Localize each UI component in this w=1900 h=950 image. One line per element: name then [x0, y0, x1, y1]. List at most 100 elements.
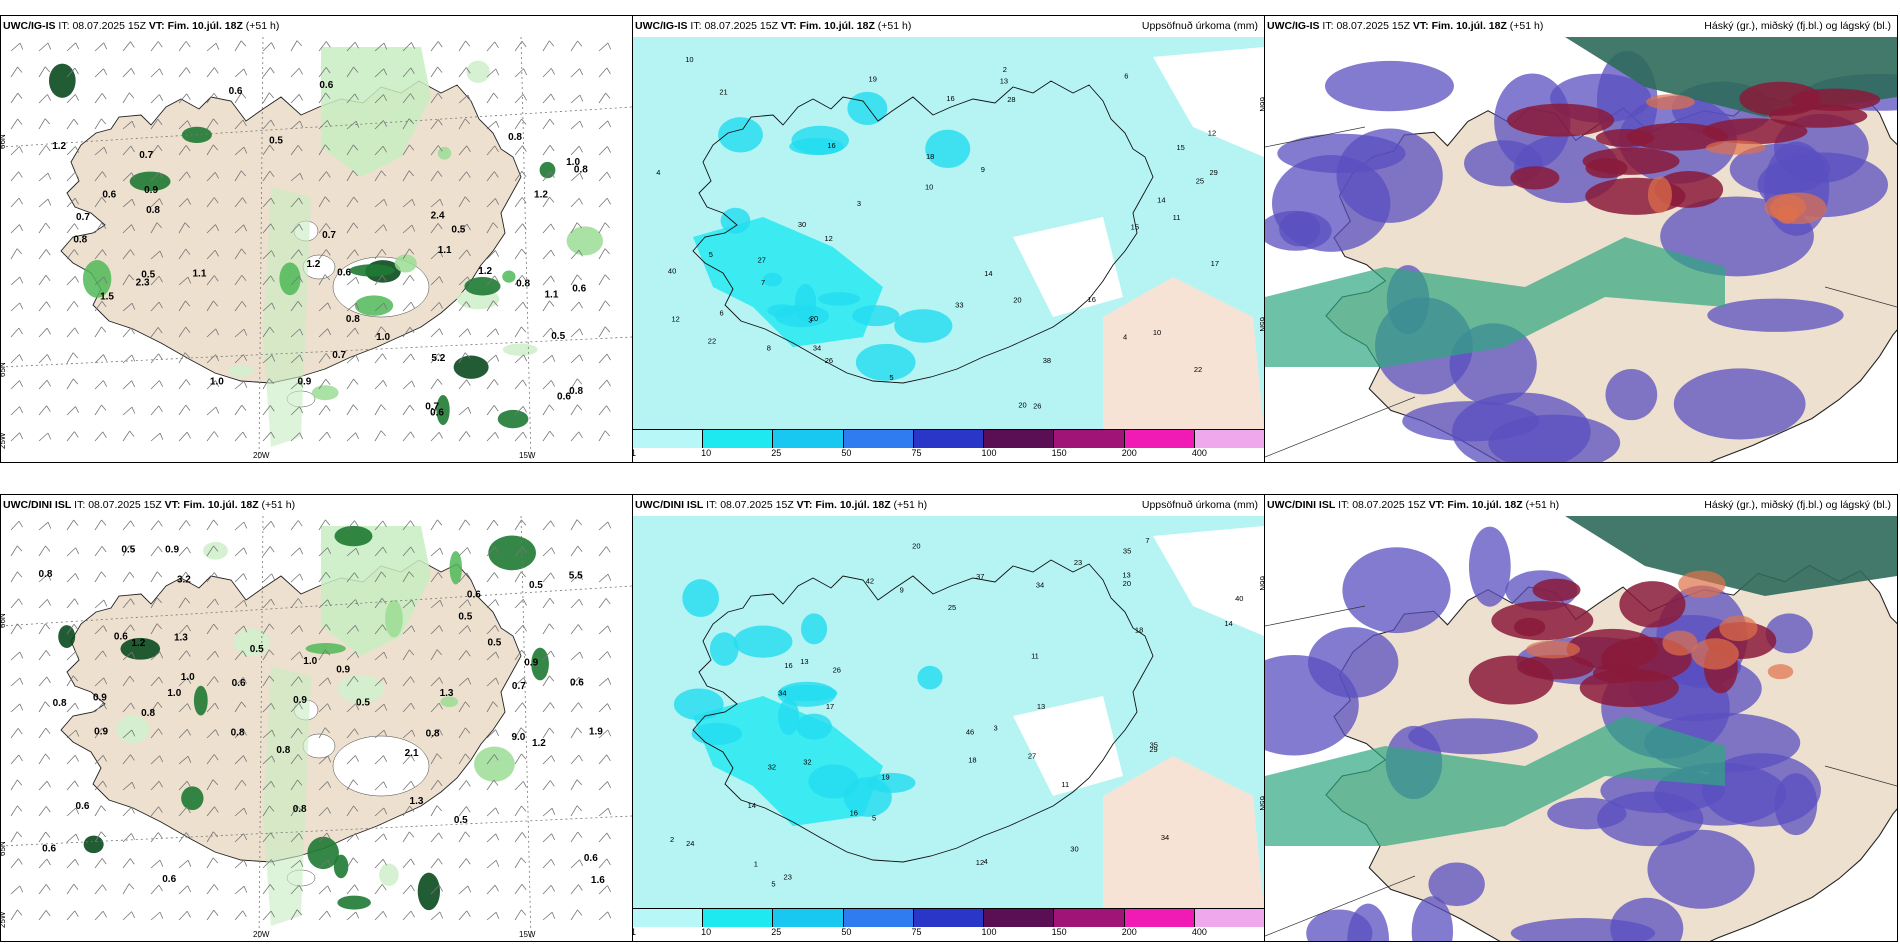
wind-barb-feather [381, 571, 387, 578]
wind-barb [290, 380, 301, 390]
wind-barb [542, 327, 552, 338]
wind-barb [262, 197, 272, 208]
iceland-coastline [692, 559, 1154, 863]
wind-barb [346, 779, 354, 791]
wind-barb [542, 118, 551, 130]
precip-value-label: 0.5 [451, 225, 465, 236]
wind-barb-feather [130, 41, 135, 48]
wind-barb [66, 146, 76, 156]
wind-barb-feather [324, 196, 331, 203]
wind-barb [234, 807, 245, 817]
wind-barb-feather [131, 729, 136, 737]
wind-barb-feather [243, 573, 248, 581]
wind-barb-feather [411, 380, 416, 388]
wind-barb [318, 223, 327, 234]
wind-barb [486, 779, 495, 791]
wind-barb [290, 432, 300, 442]
wind-barb-feather [74, 276, 79, 283]
precip-value-label: 0.8 [293, 804, 307, 815]
precip-value-label: 0.8 [426, 729, 440, 740]
wind-barb-feather [75, 651, 80, 659]
wind-barb [542, 702, 551, 713]
wind-barb-feather [75, 146, 80, 153]
wind-barb-feather [494, 275, 499, 282]
wind-barb-feather [579, 573, 584, 581]
wind-barb-feather [243, 755, 248, 762]
precip-value-label: 1.9 [589, 727, 603, 738]
wind-barb-feather [354, 93, 359, 101]
wind-barb [458, 831, 466, 843]
wind-barb [486, 300, 494, 312]
wind-barb-feather [495, 121, 500, 128]
wind-barb-feather [327, 599, 332, 607]
grid-line [1265, 126, 1366, 148]
wind-barb-feather [128, 92, 135, 99]
wind-barb-feather [576, 779, 582, 786]
wind-barb-feather [156, 571, 163, 578]
wind-barb [514, 649, 523, 661]
wind-barb [514, 406, 524, 416]
wind-barb-feather [520, 571, 527, 578]
wind-barb [430, 519, 438, 531]
wind-barb [514, 354, 525, 364]
wind-barb-feather [438, 885, 443, 892]
wind-barb [542, 430, 551, 442]
colorbar [633, 908, 1264, 927]
wind-barb-feather [270, 781, 275, 788]
wind-barb [150, 597, 158, 609]
wind-barb [458, 519, 466, 531]
wind-barb [122, 327, 132, 338]
colorbar-swatch [1194, 909, 1264, 927]
mid-cloud-edge [1691, 638, 1739, 670]
panel-dini-clouds: UWC/DINI ISL IT: 08.07.2025 15Z VT: Fim.… [1264, 494, 1898, 942]
wind-barb-feather [186, 67, 191, 74]
wind-barb [178, 352, 186, 364]
colorbar-swatch [1054, 430, 1125, 448]
accum-value-label: 25 [948, 603, 956, 612]
map-clouds [1265, 516, 1897, 941]
wind-barb [402, 198, 413, 208]
wind-barb-feather [271, 354, 276, 362]
accum-value-label: 27 [1028, 751, 1036, 760]
wind-barb-feather [299, 860, 304, 867]
wind-barb [570, 274, 578, 286]
wind-barb [514, 884, 523, 895]
wind-barb [514, 519, 522, 531]
wind-barb-feather [75, 807, 80, 815]
wind-barb [178, 677, 188, 687]
wind-barb [290, 909, 298, 921]
wind-barb [346, 676, 355, 687]
wind-barb [346, 404, 354, 416]
wind-barb [374, 546, 384, 557]
wind-barb-feather [383, 651, 388, 659]
wind-barb [66, 755, 76, 765]
wind-barb-feather [297, 754, 303, 761]
wind-barb [458, 806, 467, 817]
wind-barb-feather [550, 171, 555, 178]
wind-barb [94, 625, 104, 635]
wind-barb-feather [605, 92, 611, 99]
wind-barb [150, 94, 160, 104]
accum-value-label: 17 [1211, 259, 1219, 268]
wind-barb-feather [438, 702, 443, 710]
wind-barb [318, 677, 329, 687]
wind-barb [66, 301, 75, 312]
wind-barb-feather [19, 380, 24, 387]
wind-barb-feather [355, 121, 360, 128]
wind-barb [10, 66, 18, 78]
mid-cloud-edge [1769, 192, 1827, 225]
wind-barb [66, 519, 74, 531]
wind-barb-feather [383, 833, 388, 841]
precip-cell [474, 746, 515, 782]
wind-barb [486, 572, 495, 583]
precip-value-label: 0.5 [121, 545, 135, 556]
wind-barb [514, 145, 523, 156]
wind-barb-feather [19, 302, 24, 310]
wind-barb [262, 729, 273, 739]
wind-barb-feather [355, 703, 360, 711]
wind-barb-feather [354, 249, 359, 256]
wind-barb-feather [438, 353, 443, 360]
wind-barb-feather [73, 249, 79, 256]
wind-barb-feather [45, 274, 51, 282]
